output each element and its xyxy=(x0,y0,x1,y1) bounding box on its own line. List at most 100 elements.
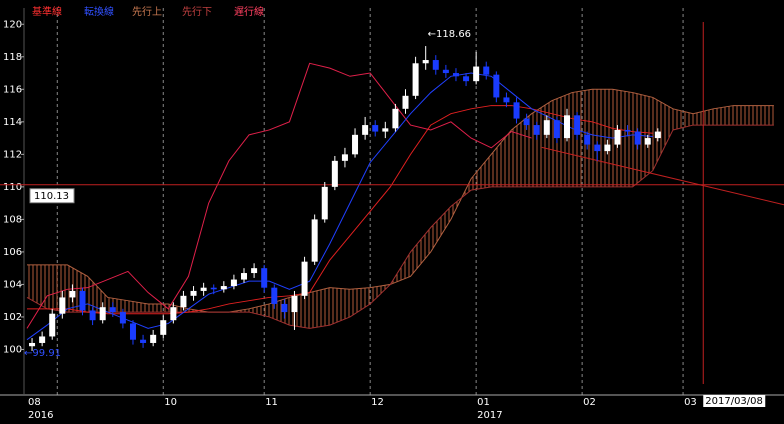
candle-body xyxy=(392,108,399,129)
candle-body xyxy=(624,129,631,132)
candle-body xyxy=(533,125,540,135)
low-label: ←99.91 xyxy=(24,348,61,359)
candle-body xyxy=(604,144,611,152)
candle-body xyxy=(412,63,419,96)
y-tick-label: 106 xyxy=(3,247,22,258)
candle-body xyxy=(513,102,520,119)
candle-body xyxy=(563,115,570,139)
candle-body xyxy=(271,287,278,304)
indicator-line xyxy=(27,105,653,315)
cursor-date-label: 2017/03/08 xyxy=(705,396,763,407)
y-tick-label: 100 xyxy=(3,344,22,355)
candle-body xyxy=(160,320,167,335)
cursor-date-box xyxy=(703,395,766,407)
candle-body xyxy=(281,303,288,313)
x-tick-label: 01 xyxy=(477,397,490,408)
candle-body xyxy=(109,307,116,313)
candle-body xyxy=(119,312,126,324)
year-label: 2017 xyxy=(477,410,502,421)
candle-body xyxy=(503,97,510,103)
candle-body xyxy=(584,134,591,145)
candle-body xyxy=(452,73,459,77)
candle-body xyxy=(644,138,651,145)
year-label: 2016 xyxy=(28,410,53,421)
candle-body xyxy=(432,60,439,70)
candle-body xyxy=(59,297,66,314)
candle-body xyxy=(79,290,86,311)
x-tick-label: 03 xyxy=(684,397,697,408)
candle-body xyxy=(200,287,207,291)
candle-body xyxy=(382,128,389,132)
y-tick-label: 110 xyxy=(3,182,22,193)
candle-body xyxy=(614,129,621,145)
candle-body xyxy=(129,323,136,340)
candle-body xyxy=(634,131,641,145)
legend-entry: 基準線 xyxy=(32,5,62,18)
candle-body xyxy=(483,66,490,75)
y-tick-label: 108 xyxy=(3,214,22,225)
x-tick-label: 11 xyxy=(265,397,278,408)
candle-body xyxy=(220,286,227,290)
cursor-price-label: 110.13 xyxy=(34,191,69,202)
legend-entry: 遅行線 xyxy=(234,5,264,18)
candle-body xyxy=(372,125,379,132)
y-tick-label: 114 xyxy=(3,117,22,128)
candle-body xyxy=(331,160,338,187)
candle-body xyxy=(140,339,147,343)
candle-body xyxy=(261,268,268,288)
x-tick-label: 02 xyxy=(583,397,596,408)
candle-body xyxy=(473,66,480,82)
legend-entry: 先行下 xyxy=(182,5,212,18)
candle-body xyxy=(493,74,500,98)
y-tick-label: 118 xyxy=(3,52,22,63)
y-tick-label: 116 xyxy=(3,84,22,95)
x-tick-label: 10 xyxy=(164,397,177,408)
candle-body xyxy=(99,307,106,321)
candle-body xyxy=(463,76,470,82)
candle-body xyxy=(422,60,429,64)
candle-body xyxy=(311,219,318,262)
candle-body xyxy=(543,120,550,135)
candle-body xyxy=(241,273,248,280)
candle-body xyxy=(341,154,348,161)
candle-body xyxy=(69,290,76,298)
candle-body xyxy=(210,287,217,290)
candle-body xyxy=(39,336,46,343)
y-tick-label: 102 xyxy=(3,312,22,323)
candle-body xyxy=(190,290,197,296)
candle-body xyxy=(89,310,96,321)
high-label: ←118.66 xyxy=(428,29,471,40)
x-tick-label: 12 xyxy=(371,397,384,408)
candle-body xyxy=(402,95,409,109)
indicator-line xyxy=(26,72,653,341)
x-tick-label: 08 xyxy=(28,397,41,408)
candle-body xyxy=(321,186,328,220)
y-tick-label: 104 xyxy=(3,279,22,290)
y-tick-label: 120 xyxy=(3,19,22,30)
candle-body xyxy=(594,144,601,152)
candle-body xyxy=(29,342,36,347)
candle-body xyxy=(170,307,177,321)
candle-body xyxy=(251,268,258,274)
indicator-line xyxy=(26,62,532,329)
candle-body xyxy=(442,69,449,74)
candle-body xyxy=(291,295,298,313)
candle-body xyxy=(654,131,661,139)
cursor-price-box xyxy=(29,188,75,204)
candle-body xyxy=(230,279,237,287)
candle-body xyxy=(49,313,56,337)
legend-entry: 転換線 xyxy=(84,5,114,18)
candle-body xyxy=(352,134,359,155)
candle-body xyxy=(553,120,560,139)
candle-body xyxy=(523,118,530,126)
indicator-line xyxy=(27,88,774,313)
candle-body xyxy=(301,261,308,296)
trendline xyxy=(541,146,784,206)
candle-body xyxy=(150,334,157,343)
candle-body xyxy=(574,115,581,135)
legend-entry: 先行上 xyxy=(132,5,162,18)
candle-body xyxy=(180,295,187,308)
candle-body xyxy=(362,125,369,135)
